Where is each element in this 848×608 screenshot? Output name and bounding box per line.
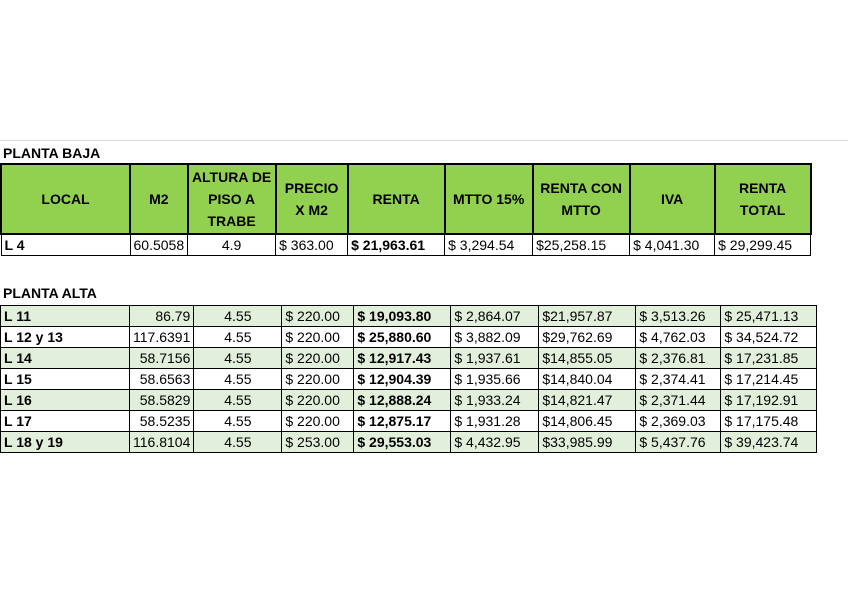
header-renta: RENTA bbox=[346, 163, 446, 235]
cell-local: L 18 y 19 bbox=[0, 431, 130, 453]
cell-precio: $ 220.00 bbox=[281, 389, 355, 411]
cell-altura: 4.55 bbox=[193, 368, 283, 390]
table-row: L 12 y 13 117.6391 4.55 $ 220.00 $ 25,880.60… bbox=[0, 326, 818, 348]
cell-mtto: $ 1,933.24 bbox=[450, 389, 540, 411]
cell-renta-total: $ 39,423.74 bbox=[720, 431, 818, 453]
cell-altura: 4.55 bbox=[193, 410, 283, 432]
cell-iva: $ 4,762.03 bbox=[635, 326, 722, 348]
header-row: LOCAL M2 ALTURA DE PISO A TRABE PRECIO X… bbox=[0, 163, 812, 235]
cell-renta: $ 25,880.60 bbox=[353, 326, 452, 348]
header-iva: IVA bbox=[628, 163, 716, 235]
cell-precio: $ 220.00 bbox=[281, 347, 355, 369]
table-row: L 17 58.5235 4.55 $ 220.00 $ 12,875.17 $ 1,93… bbox=[0, 410, 818, 432]
header-precio: PRECIO X M2 bbox=[274, 163, 349, 235]
cell-m2: 117.6391 bbox=[128, 326, 195, 348]
cell-local: L 17 bbox=[0, 410, 130, 432]
cell-renta-total: $ 25,471.13 bbox=[720, 305, 818, 327]
table-row: L 4 60.5058 4.9 $ 363.00 $ 21,963.61 $ 3… bbox=[0, 233, 812, 256]
cell-iva: $ 4,041.30 bbox=[629, 233, 716, 256]
cell-iva: $ 2,369.03 bbox=[635, 410, 722, 432]
cell-renta: $ 21,963.61 bbox=[347, 233, 446, 256]
cell-renta-total: $ 17,214.45 bbox=[720, 368, 818, 390]
cell-iva: $ 3,513.26 bbox=[635, 305, 722, 327]
cell-local: L 14 bbox=[0, 347, 130, 369]
cell-iva: $ 5,437.76 bbox=[635, 431, 722, 453]
header-altura: ALTURA DE PISO A TRABE bbox=[186, 163, 277, 235]
table-row: L 18 y 19 116.8104 4.55 $ 253.00 $ 29,553.03… bbox=[0, 431, 818, 453]
cell-precio: $ 220.00 bbox=[281, 326, 355, 348]
cell-renta-con-mtto: $21,957.87 bbox=[538, 305, 637, 327]
header-m2: M2 bbox=[129, 163, 189, 235]
cell-precio: $ 220.00 bbox=[281, 368, 355, 390]
section-title-planta-baja: PLANTA BAJA bbox=[3, 145, 101, 161]
cell-mtto: $ 3,882.09 bbox=[450, 326, 540, 348]
cell-renta: $ 29,553.03 bbox=[353, 431, 452, 453]
header-renta-con-mtto: RENTA CON MTTO bbox=[531, 163, 631, 235]
top-divider bbox=[0, 140, 848, 141]
cell-mtto: $ 1,931.28 bbox=[450, 410, 540, 432]
header-mtto: MTTO 15% bbox=[443, 163, 534, 235]
cell-m2: 58.6563 bbox=[128, 368, 195, 390]
header-local: LOCAL bbox=[0, 163, 131, 235]
cell-renta-total: $ 29,299.45 bbox=[714, 233, 812, 256]
cell-mtto: $ 1,937.61 bbox=[450, 347, 540, 369]
cell-renta-con-mtto: $29,762.69 bbox=[538, 326, 637, 348]
cell-altura: 4.9 bbox=[187, 233, 277, 256]
section-title-planta-alta: PLANTA ALTA bbox=[3, 285, 97, 301]
cell-renta: $ 12,904.39 bbox=[353, 368, 452, 390]
cell-precio: $ 220.00 bbox=[281, 305, 355, 327]
cell-renta-con-mtto: $33,985.99 bbox=[538, 431, 637, 453]
cell-renta-con-mtto: $25,258.15 bbox=[532, 233, 631, 256]
cell-altura: 4.55 bbox=[193, 347, 283, 369]
cell-renta: $ 12,875.17 bbox=[353, 410, 452, 432]
cell-altura: 4.55 bbox=[193, 431, 283, 453]
table-row: L 11 86.79 4.55 $ 220.00 $ 19,093.80 $ 2,864.… bbox=[0, 305, 818, 327]
table-row: L 14 58.7156 4.55 $ 220.00 $ 12,917.43 $ 1,93… bbox=[0, 347, 818, 369]
cell-renta-con-mtto: $14,840.04 bbox=[538, 368, 637, 390]
cell-local: L 15 bbox=[0, 368, 130, 390]
cell-m2: 116.8104 bbox=[128, 431, 195, 453]
cell-mtto: $ 2,864.07 bbox=[450, 305, 540, 327]
cell-precio: $ 363.00 bbox=[275, 233, 349, 256]
cell-precio: $ 220.00 bbox=[281, 410, 355, 432]
cell-altura: 4.55 bbox=[193, 389, 283, 411]
cell-local: L 16 bbox=[0, 389, 130, 411]
cell-iva: $ 2,374.41 bbox=[635, 368, 722, 390]
cell-local: L 4 bbox=[0, 233, 131, 256]
cell-renta-total: $ 17,192.91 bbox=[720, 389, 818, 411]
cell-m2: 58.5829 bbox=[128, 389, 195, 411]
header-renta-total: RENTA TOTAL bbox=[713, 163, 812, 235]
cell-mtto: $ 3,294.54 bbox=[444, 233, 534, 256]
table-row: L 16 58.5829 4.55 $ 220.00 $ 12,888.24 $ 1,93… bbox=[0, 389, 818, 411]
cell-renta-total: $ 17,231.85 bbox=[720, 347, 818, 369]
cell-mtto: $ 1,935.66 bbox=[450, 368, 540, 390]
cell-m2: 60.5058 bbox=[129, 233, 189, 256]
cell-local: L 11 bbox=[0, 305, 130, 327]
cell-local: L 12 y 13 bbox=[0, 326, 130, 348]
planta-alta-table: L 11 86.79 4.55 $ 220.00 $ 19,093.80 $ 2,864.… bbox=[0, 305, 818, 453]
cell-precio: $ 253.00 bbox=[281, 431, 355, 453]
cell-iva: $ 2,376.81 bbox=[635, 347, 722, 369]
cell-renta-con-mtto: $14,821.47 bbox=[538, 389, 637, 411]
cell-renta-con-mtto: $14,806.45 bbox=[538, 410, 637, 432]
cell-m2: 86.79 bbox=[128, 305, 195, 327]
cell-iva: $ 2,371.44 bbox=[635, 389, 722, 411]
cell-renta: $ 19,093.80 bbox=[353, 305, 452, 327]
table-row: L 15 58.6563 4.55 $ 220.00 $ 12,904.39 $ 1,93… bbox=[0, 368, 818, 390]
cell-m2: 58.7156 bbox=[128, 347, 195, 369]
cell-renta: $ 12,917.43 bbox=[353, 347, 452, 369]
cell-renta-con-mtto: $14,855.05 bbox=[538, 347, 637, 369]
cell-renta: $ 12,888.24 bbox=[353, 389, 452, 411]
cell-altura: 4.55 bbox=[193, 326, 283, 348]
planta-baja-table: LOCAL M2 ALTURA DE PISO A TRABE PRECIO X… bbox=[0, 163, 812, 256]
cell-altura: 4.55 bbox=[193, 305, 283, 327]
cell-renta-total: $ 34,524.72 bbox=[720, 326, 818, 348]
cell-mtto: $ 4,432.95 bbox=[450, 431, 540, 453]
cell-renta-total: $ 17,175.48 bbox=[720, 410, 818, 432]
cell-m2: 58.5235 bbox=[128, 410, 195, 432]
